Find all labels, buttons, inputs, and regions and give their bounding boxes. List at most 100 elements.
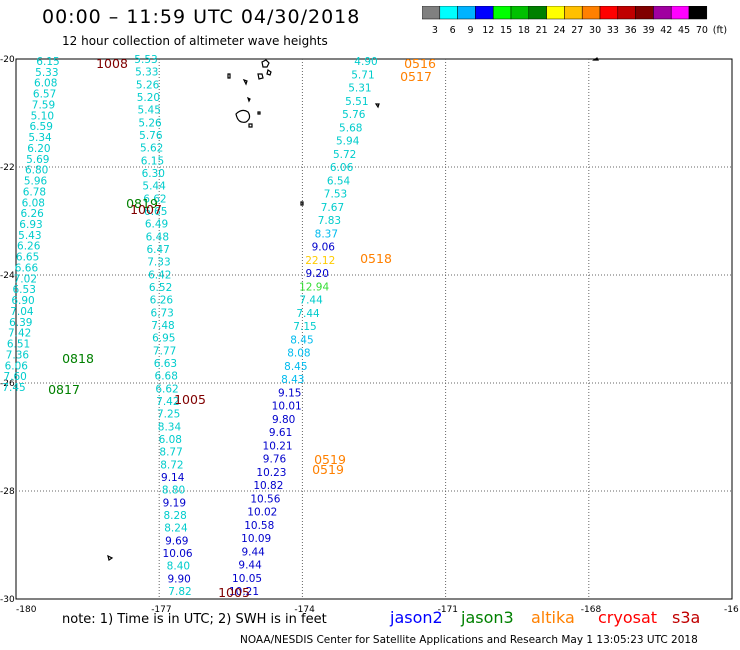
wave-height-value: 6.65 [144, 206, 167, 218]
wave-height-value: 8.72 [160, 459, 183, 471]
island-outline [266, 69, 272, 76]
wave-height-value: 5.71 [351, 69, 374, 81]
wave-height-value: 8.37 [315, 228, 338, 240]
wave-height-value: 9.69 [165, 535, 188, 547]
wave-height-value: 6.15 [141, 155, 164, 167]
colorbar-label: 15 [500, 25, 512, 36]
colorbar-label: 45 [678, 25, 690, 36]
wave-height-value: 6.53 [13, 284, 36, 296]
wave-height-value: 7.83 [318, 215, 341, 227]
wave-height-value: 6.63 [154, 358, 177, 370]
wave-height-value: 5.94 [336, 136, 360, 148]
wave-height-value: 6.57 [33, 89, 56, 101]
wave-height-value: 8.80 [162, 485, 185, 497]
wave-height-value: 6.15 [36, 56, 59, 68]
wave-height-value: 5.26 [136, 79, 160, 91]
island-outline [300, 201, 304, 206]
island-outline [257, 111, 261, 115]
wave-height-value: 6.08 [22, 197, 45, 209]
wave-height-value: 22.12 [305, 255, 335, 267]
wave-height-value: 6.26 [17, 241, 41, 253]
wave-height-value: 7.77 [153, 345, 176, 357]
wave-height-value: 7.48 [151, 320, 174, 332]
wave-height-value: 7.44 [296, 308, 320, 320]
wave-height-value: 10.05 [232, 573, 262, 585]
lat-tick-label: -20 [0, 55, 15, 65]
wave-height-value: 9.44 [241, 546, 265, 558]
wave-height-value: 6.08 [34, 78, 57, 90]
pass-time-label: 0519 [314, 452, 346, 467]
colorbar-unit: (ft) [713, 25, 727, 36]
wave-height-value: 6.66 [15, 262, 39, 274]
wave-height-value: 6.65 [16, 252, 39, 264]
wave-height-value: 7.42 [156, 396, 179, 408]
lon-tick-label: -174 [294, 605, 315, 615]
wave-height-value: 7.02 [14, 273, 37, 285]
wave-height-value: 6.59 [30, 121, 53, 133]
lat-tick-label: -24 [0, 271, 15, 281]
colorbar-label: 42 [660, 25, 672, 36]
colorbar-label: 36 [625, 25, 637, 36]
wave-height-value: 8.08 [287, 348, 310, 360]
lat-tick-label: -22 [0, 163, 15, 173]
colorbar-label: 12 [482, 25, 494, 36]
wave-height-value: 6.51 [7, 339, 30, 351]
wave-height-value: 7.45 [2, 382, 25, 394]
wave-height-value: 7.44 [299, 295, 323, 307]
pass-time-label: 1007 [130, 202, 162, 217]
wave-height-value: 10.01 [272, 401, 302, 413]
wave-height-value: 7.33 [147, 257, 170, 269]
colorbar-label: 70 [696, 25, 708, 36]
wave-height-value: 7.36 [6, 349, 30, 361]
legend-altika: altika [531, 608, 575, 627]
wave-height-value: 10.21 [229, 586, 259, 598]
island-outline [257, 73, 264, 80]
wave-height-value: 5.26 [138, 117, 162, 129]
wave-height-value: 6.95 [152, 333, 175, 345]
lon-tick-label: -168 [581, 605, 602, 615]
page-subtitle: 12 hour collection of altimeter wave hei… [62, 34, 328, 48]
wave-height-value: 5.44 [142, 181, 166, 193]
wave-height-value: 6.49 [145, 219, 168, 231]
color-legend: 3 6 9 12 15 18 21 24 27 30 33 36 39 42 45 70 (ft) [422, 6, 727, 36]
page-title: 00:00 – 11:59 UTC 04/30/2018 [42, 6, 361, 28]
wave-height-value: 5.76 [139, 130, 163, 142]
wave-height-value: 9.76 [263, 454, 287, 466]
wave-height-value: 5.68 [339, 122, 362, 134]
wave-height-value: 9.14 [161, 472, 185, 484]
wave-height-value: 7.42 [8, 328, 31, 340]
wave-height-value: 5.51 [345, 96, 368, 108]
wave-height-value: 8.45 [290, 334, 313, 346]
wave-height-value: 10.02 [247, 507, 277, 519]
island-outline [242, 78, 248, 86]
wave-height-value: 4.90 [354, 56, 377, 68]
island-outline [248, 123, 253, 128]
pass-time-label: 0516 [404, 56, 436, 71]
wave-height-value: 8.43 [281, 374, 304, 386]
island-outline [235, 109, 251, 123]
colorbar-label: 3 [432, 25, 438, 36]
pass-time-label: 1008 [96, 56, 128, 71]
map-frame [15, 58, 733, 600]
colorbar-label: 18 [518, 25, 530, 36]
colorbar-label: 21 [536, 25, 548, 36]
wave-height-value: 8.34 [158, 421, 182, 433]
legend-cryosat: cryosat [598, 608, 658, 627]
legend-jason2: jason2 [390, 608, 443, 627]
wave-height-value: 5.33 [135, 67, 158, 79]
lon-tick-label: -171 [438, 605, 458, 615]
wave-height-value: 10.06 [163, 548, 193, 560]
lon-tick-label: -177 [151, 605, 171, 615]
wave-height-value: 9.61 [269, 427, 292, 439]
island-outline [374, 103, 380, 109]
wave-height-value: 9.19 [163, 497, 186, 509]
wave-height-value: 10.21 [263, 440, 293, 452]
wave-height-value: 5.96 [24, 176, 48, 188]
lat-tick-label: -28 [0, 487, 15, 497]
pass-time-label: 0818 [62, 351, 94, 366]
wave-height-value: 6.42 [148, 269, 171, 281]
wave-height-value: 5.43 [18, 230, 41, 242]
wave-height-value: 7.82 [168, 586, 191, 598]
wave-height-value: 5.34 [28, 132, 52, 144]
wave-height-value: 7.04 [10, 306, 34, 318]
